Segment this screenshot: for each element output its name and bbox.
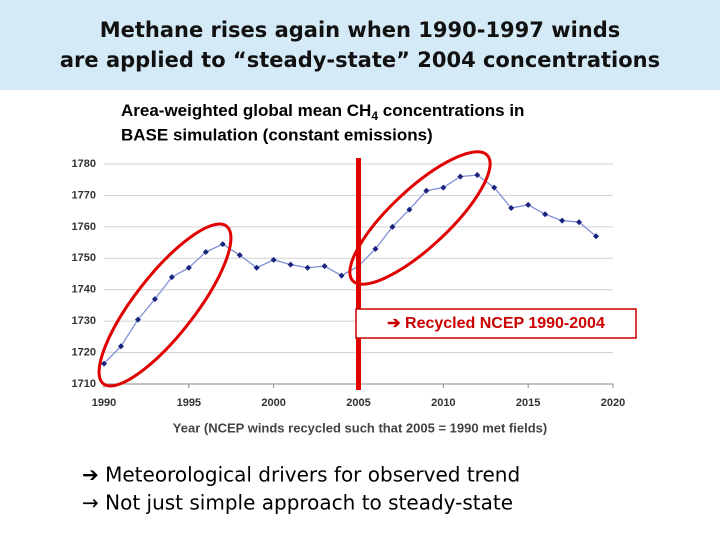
y-tick-label: 1740 bbox=[72, 284, 96, 296]
data-point bbox=[508, 205, 515, 211]
y-tick-label: 1730 bbox=[72, 315, 96, 327]
y-tick-label: 1750 bbox=[72, 252, 96, 264]
data-point bbox=[270, 256, 277, 263]
subtitle: Area-weighted global mean CH4 concentrat… bbox=[121, 101, 524, 123]
data-point bbox=[101, 360, 107, 367]
data-point bbox=[117, 343, 124, 350]
data-point bbox=[440, 184, 447, 191]
x-tick-label: 1990 bbox=[92, 397, 116, 409]
y-tick-label: 1710 bbox=[72, 378, 96, 390]
data-point bbox=[338, 272, 345, 279]
y-tick-label: 1760 bbox=[72, 221, 96, 233]
x-axis-label: Year (NCEP winds recycled such that 2005… bbox=[173, 420, 547, 435]
plot: 1710 1720 1730 1740 1750 1760 1770 1780 1990 1995… bbox=[72, 158, 626, 409]
annotation-box bbox=[355, 308, 637, 339]
x-tick-label: 2015 bbox=[516, 397, 540, 409]
annotation: ➔ Recycled NCEP 1990-2004 bbox=[387, 315, 605, 332]
x-tick-label: 2020 bbox=[601, 397, 625, 409]
data-point bbox=[491, 184, 498, 191]
note: ➔ Meteorological drivers for observed tr… bbox=[82, 463, 520, 487]
data-point bbox=[304, 264, 311, 271]
data-point bbox=[253, 264, 260, 271]
data-point bbox=[559, 217, 566, 224]
x-tick-label: 2010 bbox=[431, 397, 455, 409]
subtitle: BASE simulation (constant emissions) bbox=[121, 125, 433, 144]
data-point bbox=[168, 274, 175, 281]
subtitle-part: Area-weighted global mean CH bbox=[121, 101, 371, 120]
data-point bbox=[372, 245, 379, 252]
data-point bbox=[236, 252, 243, 259]
title-line: Methane rises again when 1990-1997 winds bbox=[100, 18, 621, 42]
data-point bbox=[134, 316, 141, 323]
data-point bbox=[202, 249, 209, 255]
data-point bbox=[576, 219, 583, 226]
data-point bbox=[406, 206, 413, 213]
note: → Not just simple approach to steady-sta… bbox=[82, 491, 513, 515]
title-line: are applied to “steady-state” 2004 conce… bbox=[60, 48, 660, 72]
y-tick-label: 1780 bbox=[72, 158, 96, 170]
data-point bbox=[321, 263, 328, 270]
data-point bbox=[457, 173, 464, 180]
subtitle-subscript: 4 bbox=[371, 109, 378, 123]
data-point bbox=[593, 233, 600, 240]
data-point bbox=[389, 223, 396, 230]
data-point bbox=[185, 264, 192, 271]
y-tick-label: 1770 bbox=[72, 189, 96, 201]
data-point bbox=[287, 261, 294, 268]
highlight-ellipse bbox=[97, 222, 233, 388]
data-point bbox=[423, 187, 430, 194]
data-point bbox=[474, 172, 481, 178]
title-band bbox=[0, 0, 720, 90]
subtitle-part: concentrations in bbox=[378, 101, 524, 120]
data-point bbox=[542, 211, 549, 218]
data-point bbox=[525, 201, 532, 208]
y-tick-label: 1720 bbox=[72, 346, 96, 358]
x-tick-label: 1995 bbox=[177, 397, 201, 409]
data-point bbox=[151, 296, 158, 303]
x-tick-label: 2000 bbox=[261, 397, 285, 409]
data-point bbox=[219, 241, 226, 248]
x-tick-label: 2005 bbox=[346, 397, 370, 409]
highlight-ellipse bbox=[348, 150, 492, 286]
